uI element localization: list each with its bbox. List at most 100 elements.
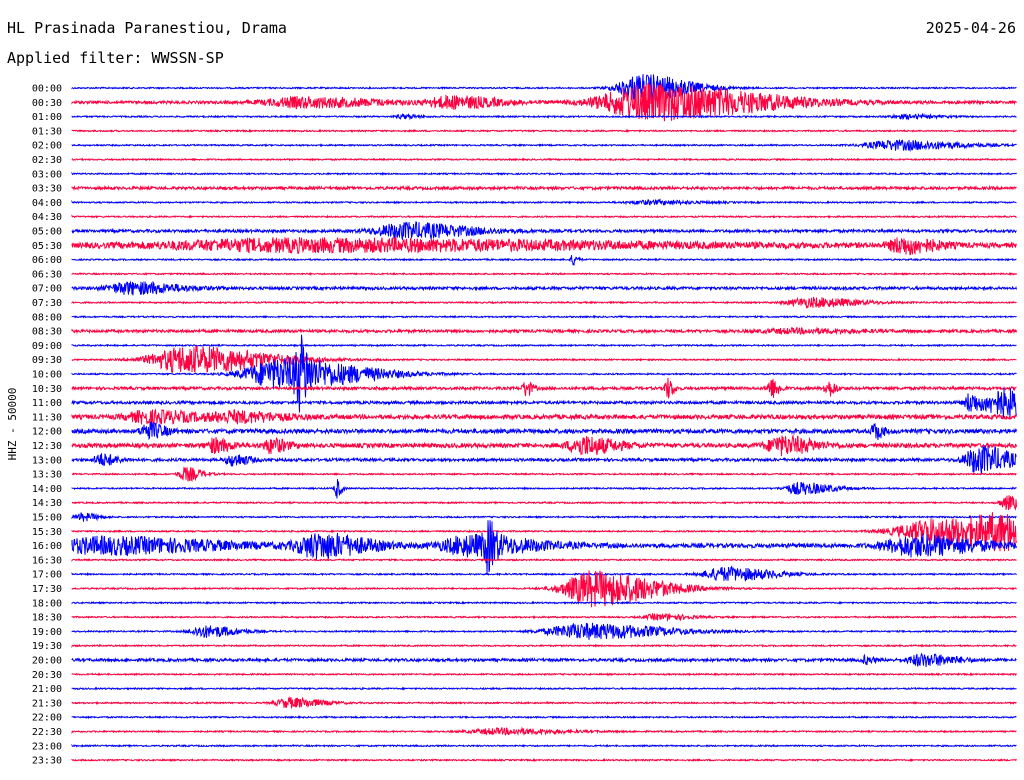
trace-line	[71, 198, 1017, 207]
time-tick-label: 10:00	[32, 370, 62, 381]
trace-line	[71, 421, 1017, 441]
time-tick-label: 10:30	[32, 384, 62, 395]
time-tick-label: 00:30	[32, 98, 62, 109]
trace-line	[71, 672, 1017, 677]
time-tick-label: 13:30	[32, 470, 62, 481]
time-tick-label: 20:00	[32, 656, 62, 667]
trace-line	[71, 570, 1017, 608]
trace-line	[71, 334, 1017, 413]
trace-line	[71, 82, 1017, 122]
trace-line	[71, 445, 1017, 475]
time-tick-label: 02:30	[32, 155, 62, 166]
trace-line	[71, 695, 1017, 709]
time-tick-label: 15:00	[32, 513, 62, 524]
trace-line	[71, 139, 1017, 153]
trace-line	[71, 512, 1017, 522]
trace-line	[71, 612, 1017, 623]
trace-line	[71, 255, 1017, 266]
time-tick-label: 18:30	[32, 613, 62, 624]
time-tick-label: 03:00	[32, 169, 62, 180]
trace-line	[71, 296, 1017, 309]
time-tick-label: 18:00	[32, 598, 62, 609]
time-tick-label: 23:30	[32, 756, 62, 767]
trace-line	[71, 557, 1017, 563]
time-tick-label: 02:00	[32, 141, 62, 152]
time-tick-label: 21:00	[32, 684, 62, 695]
time-tick-label: 17:30	[32, 584, 62, 595]
trace-line	[71, 408, 1017, 425]
time-tick-label: 22:00	[32, 713, 62, 724]
trace-line	[71, 236, 1017, 256]
time-tick-label: 00:00	[32, 84, 62, 95]
time-tick-label: 21:30	[32, 698, 62, 709]
trace-line	[71, 565, 1017, 583]
trace-line	[72, 466, 1017, 482]
time-tick-label: 16:00	[32, 541, 62, 552]
time-tick-label: 11:30	[32, 412, 62, 423]
time-tick-label: 01:00	[32, 112, 62, 123]
time-tick-label: 20:30	[32, 670, 62, 681]
time-tick-label: 17:00	[32, 570, 62, 581]
trace-line	[71, 512, 1017, 552]
time-tick-label: 19:30	[32, 641, 62, 652]
trace-line	[71, 686, 1017, 691]
time-tick-label: 07:30	[32, 298, 62, 309]
trace-line	[71, 345, 1017, 374]
time-tick-label: 06:30	[32, 269, 62, 280]
time-tick-label: 04:30	[32, 212, 62, 223]
trace-group	[71, 74, 1017, 763]
trace-line	[71, 271, 1017, 276]
time-tick-label: 16:30	[32, 555, 62, 566]
filter-label: Applied filter: WWSSN-SP	[7, 49, 224, 67]
time-tick-label: 23:00	[32, 741, 62, 752]
time-tick-label: 08:00	[32, 312, 62, 323]
trace-line	[71, 184, 1017, 192]
trace-line	[71, 326, 1017, 336]
trace-line	[71, 652, 1017, 668]
channel-label: HHZ - 50000	[6, 388, 19, 461]
trace-line	[71, 600, 1017, 605]
time-tick-label: 11:00	[32, 398, 62, 409]
trace-line	[71, 758, 1017, 763]
trace-line	[71, 622, 1017, 640]
time-tick-label: 05:30	[32, 241, 62, 252]
trace-line	[71, 387, 1017, 418]
time-tick-label: 09:30	[32, 355, 62, 366]
trace-line	[71, 377, 1017, 400]
time-tick-label: 01:30	[32, 126, 62, 137]
trace-line	[71, 74, 1017, 103]
time-tick-label: 13:00	[32, 455, 62, 466]
time-tick-label: 19:00	[32, 627, 62, 638]
trace-line	[71, 520, 1017, 575]
trace-line	[71, 157, 1017, 162]
time-tick-label: 07:00	[32, 284, 62, 295]
station-title: HL Prasinada Paranestiou, Drama	[7, 19, 287, 37]
trace-line	[71, 280, 1017, 296]
trace-line	[71, 495, 1017, 511]
trace-line	[71, 220, 1017, 240]
trace-line	[71, 643, 1017, 649]
time-tick-label: 12:30	[32, 441, 62, 452]
trace-line	[71, 343, 1017, 348]
time-tick-label: 15:30	[32, 527, 62, 538]
time-tick-label: 05:00	[32, 227, 62, 238]
time-tick-label: 06:00	[32, 255, 62, 266]
time-tick-label: 12:00	[32, 427, 62, 438]
time-tick-label: 04:00	[32, 198, 62, 209]
trace-line	[71, 128, 1017, 133]
trace-line	[71, 715, 1017, 720]
trace-line	[71, 479, 1017, 499]
time-tick-label: 09:00	[32, 341, 62, 352]
trace-line	[71, 171, 1017, 176]
time-tick-label: 08:30	[32, 327, 62, 338]
trace-line	[71, 314, 1017, 319]
tick-label-group: 00:00 00:30 01:00 01:30 02:00 02:30 03:00 03:30…	[32, 84, 62, 767]
time-tick-label: 14:00	[32, 484, 62, 495]
trace-line	[71, 214, 1017, 219]
time-tick-label: 14:30	[32, 498, 62, 509]
trace-line	[71, 112, 1017, 121]
time-tick-label: 22:30	[32, 727, 62, 738]
trace-line	[71, 743, 1017, 748]
trace-line	[71, 726, 1017, 736]
